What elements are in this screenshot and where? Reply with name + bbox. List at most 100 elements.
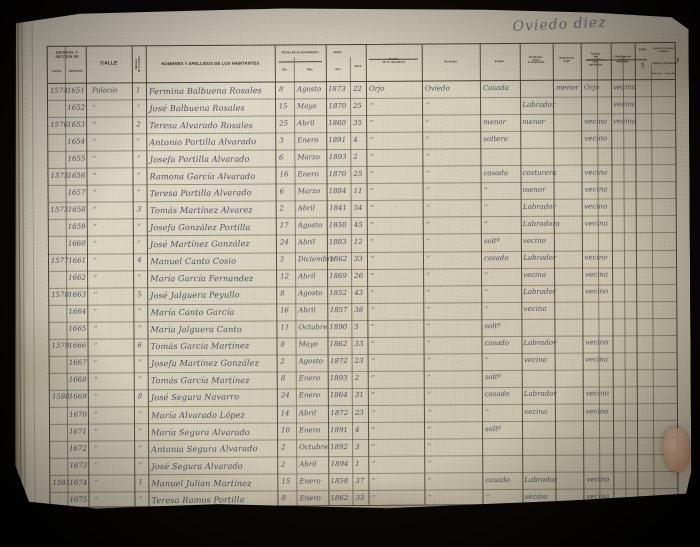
handwritten-entry: 1652	[67, 103, 86, 112]
handwritten-entry: 1893	[330, 374, 348, 383]
handwritten-entry: Labrador	[523, 202, 556, 211]
handwritten-entry: Agosto	[297, 221, 323, 230]
handwritten-entry: casado	[484, 254, 509, 263]
handwritten-entry: 1653	[67, 120, 86, 129]
header-estado: Estado	[494, 59, 505, 63]
handwritten-entry: vecina	[584, 270, 608, 279]
handwritten-entry: 1852	[329, 289, 348, 298]
header-calle: CALLE	[100, 60, 118, 67]
handwritten-entry: 1	[355, 459, 360, 468]
handwritten-entry: Marzo	[297, 186, 321, 196]
handwritten-entry: ”	[93, 444, 98, 454]
handwritten-entry: ”	[136, 188, 141, 198]
handwritten-entry: Enero	[297, 170, 319, 179]
header-distrito-habitantes: Habitantes	[68, 69, 83, 73]
handwritten-entry: Abril	[299, 459, 317, 468]
handwritten-entry: ”	[93, 375, 98, 385]
handwritten-entry: ”	[93, 410, 98, 420]
handwritten-entry: 1657	[67, 188, 86, 197]
handwritten-entry: Agosto	[298, 289, 323, 298]
handwritten-entry: ”	[371, 476, 376, 486]
handwritten-entry: ”	[427, 390, 432, 400]
header-distrito: DISTRITO· Y SECCION DE	[55, 50, 79, 59]
handwritten-entry: 1664	[68, 307, 87, 316]
handwritten-entry: Antonia Segura Alvarado	[151, 442, 258, 454]
handwritten-entry: ”	[483, 185, 488, 196]
handwritten-entry: 25	[353, 169, 363, 178]
grid-column-rule	[635, 43, 639, 503]
handwritten-entry: ”	[426, 322, 431, 332]
handwritten-entry: ”	[137, 239, 142, 249]
handwritten-entry: Enero	[299, 493, 321, 503]
handwritten-entry: ”	[426, 288, 431, 298]
handwritten-entry: ”	[485, 492, 490, 502]
handwritten-entry: ”	[92, 307, 98, 317]
handwritten-entry: ”	[484, 288, 489, 298]
header-pueblo: Pueblo de su naturaleza	[382, 57, 405, 64]
handwritten-entry: vecino	[523, 236, 547, 245]
header-fecha-ano: Año	[335, 67, 341, 71]
handwritten-entry: ”	[93, 392, 98, 403]
handwritten-entry: ”	[425, 186, 431, 196]
handwritten-entry: 8	[280, 340, 285, 349]
handwritten-entry: Labrador	[523, 287, 557, 297]
handwritten-entry: Josefa Portilla Alvarado	[149, 153, 250, 164]
handwritten-entry: Enero	[299, 425, 321, 434]
handwritten-entry: 8	[279, 289, 285, 298]
handwritten-entry: ”	[427, 459, 432, 469]
handwritten-entry: ”	[371, 425, 376, 435]
handwritten-entry: ”	[138, 426, 143, 436]
handwritten-entry: ”	[370, 340, 376, 350]
handwritten-entry: ”	[371, 357, 376, 367]
handwritten-entry: Enero	[298, 391, 321, 400]
handwritten-entry: 1841	[329, 203, 347, 213]
handwritten-entry: vecina	[524, 407, 548, 416]
handwritten-entry: Abril	[298, 272, 316, 281]
handwritten-entry: ”	[426, 305, 431, 315]
handwritten-entry: menor	[483, 117, 507, 126]
handwritten-entry: ”	[93, 427, 98, 437]
header-edad-escolar-rango: De 5 á 10	[641, 62, 645, 70]
handwritten-entry: María Segura Alvarado	[151, 426, 251, 437]
handwritten-entry: Labrador	[524, 475, 558, 484]
handwritten-entry: Agosto	[296, 84, 322, 93]
handwritten-entry: ”	[425, 118, 430, 128]
handwritten-entry: Labrador	[522, 100, 556, 109]
handwritten-entry: 1660	[68, 239, 86, 248]
handwritten-entry: ”	[138, 409, 143, 419]
handwritten-entry: ”	[425, 152, 430, 162]
handwritten-entry: ”	[426, 339, 432, 349]
handwritten-entry: ”	[138, 460, 143, 470]
handwritten-entry: 4	[137, 256, 142, 265]
handwritten-entry: ”	[138, 495, 143, 505]
handwritten-entry: ”	[92, 171, 97, 181]
handwritten-entry: 1883	[329, 237, 348, 247]
handwritten-entry: Enero	[297, 135, 319, 145]
handwritten-entry: Labrador	[523, 253, 557, 263]
handwritten-entry: 1893	[328, 152, 347, 161]
header-instruccion-retribuida-sub: Plaza Cal.	[664, 72, 676, 75]
handwritten-entry: 1668	[68, 376, 87, 385]
handwritten-entry: 1857	[329, 306, 348, 315]
handwritten-entry: 24	[279, 238, 289, 247]
handwritten-entry: 1661	[68, 256, 87, 265]
handwritten-entry: 8	[138, 392, 143, 401]
handwritten-entry: ”	[92, 290, 98, 300]
handwritten-entry: ”	[427, 408, 432, 418]
header-residencia: Residencia legal	[559, 56, 575, 63]
handwritten-entry: vecino	[585, 389, 609, 399]
handwritten-entry: 54	[353, 203, 363, 212]
handwritten-entry: 1	[138, 477, 144, 486]
handwritten-entry: ”	[371, 374, 376, 384]
handwritten-entry: 2	[280, 460, 286, 469]
handwritten-entry: ”	[91, 120, 96, 130]
handwritten-entry: Octubre	[298, 323, 328, 332]
header-provincia: Provincia	[444, 59, 457, 64]
handwritten-entry: 25	[278, 119, 288, 128]
handwritten-entry: ”	[427, 493, 432, 503]
header-instruccion-gratuita: Gratuita	[651, 61, 663, 65]
handwritten-entry: 1675	[69, 495, 88, 504]
handwritten-entry: ”	[92, 273, 97, 283]
handwritten-entry: costurera	[522, 168, 557, 177]
handwritten-entry: ”	[369, 135, 374, 145]
